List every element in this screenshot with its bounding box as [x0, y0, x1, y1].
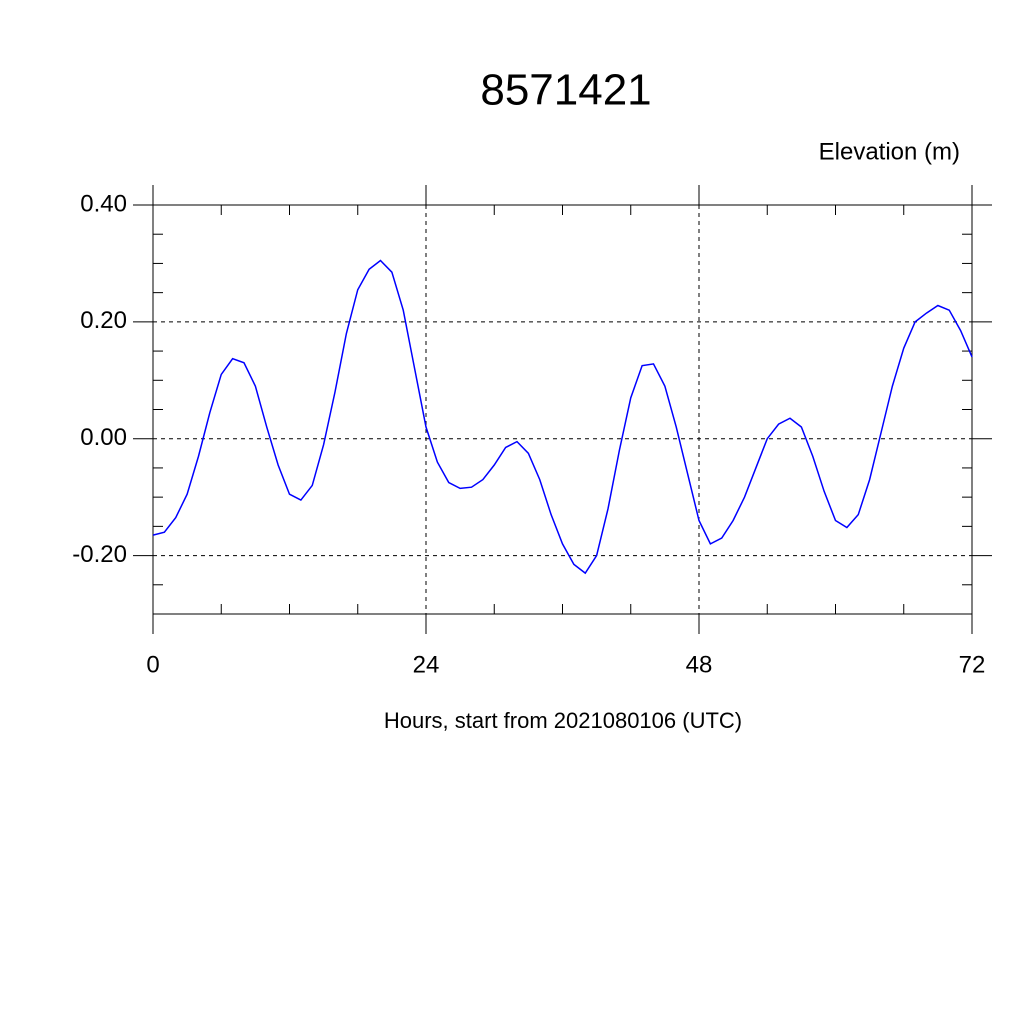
x-tick-label: 24: [413, 651, 440, 678]
y-tick-label: -0.20: [72, 541, 127, 568]
x-tick-label: 72: [959, 651, 986, 678]
y-axis-label: Elevation (m): [819, 138, 960, 165]
x-tick-label: 0: [146, 651, 159, 678]
x-tick-label: 48: [686, 651, 713, 678]
y-tick-label: 0.40: [80, 190, 127, 217]
data-line: [152, 259, 973, 575]
chart-title: 8571421: [480, 66, 651, 115]
x-axis-label: Hours, start from 2021080106 (UTC): [384, 708, 742, 733]
y-tick-label: 0.00: [80, 424, 127, 451]
y-tick-label: 0.20: [80, 307, 127, 334]
plot-frame: [152, 204, 973, 615]
